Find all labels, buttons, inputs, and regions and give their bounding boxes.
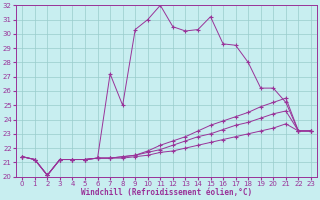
X-axis label: Windchill (Refroidissement éolien,°C): Windchill (Refroidissement éolien,°C) [81, 188, 252, 197]
